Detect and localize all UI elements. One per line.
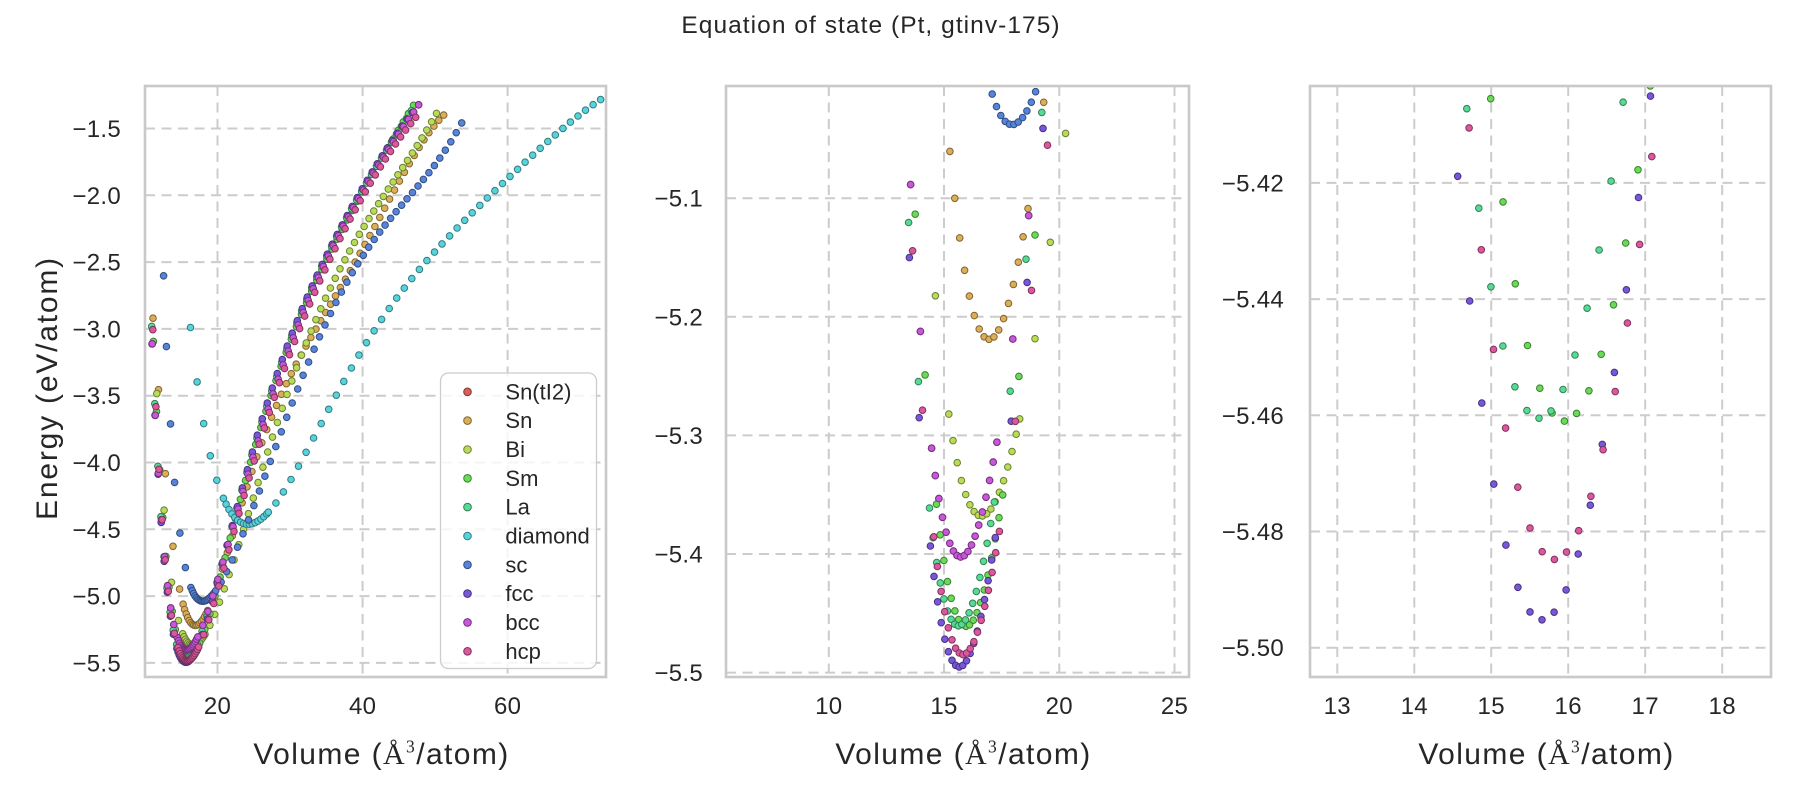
svg-text:−2.0: −2.0 <box>72 183 121 210</box>
svg-text:−5.5: −5.5 <box>654 660 703 687</box>
svg-text:hcp: hcp <box>505 639 540 664</box>
svg-text:25: 25 <box>1161 693 1188 720</box>
svg-text:sc: sc <box>505 552 527 577</box>
svg-text:Volume (Å3/atom): Volume (Å3/atom) <box>1418 737 1674 772</box>
svg-text:20: 20 <box>204 693 231 720</box>
svg-text:−2.5: −2.5 <box>72 250 121 277</box>
svg-text:Equation of state (Pt, gtinv-1: Equation of state (Pt, gtinv-175) <box>681 12 1060 39</box>
svg-text:40: 40 <box>349 693 376 720</box>
svg-text:18: 18 <box>1709 693 1736 720</box>
svg-text:−4.0: −4.0 <box>72 450 121 477</box>
svg-text:−3.5: −3.5 <box>72 383 121 410</box>
svg-text:−5.1: −5.1 <box>654 186 703 213</box>
svg-text:−5.42: −5.42 <box>1222 170 1284 197</box>
svg-text:−3.0: −3.0 <box>72 316 121 343</box>
svg-text:Sn(tI2): Sn(tI2) <box>505 379 571 404</box>
svg-text:Volume (Å3/atom): Volume (Å3/atom) <box>835 737 1091 772</box>
svg-text:Sm: Sm <box>505 466 538 491</box>
svg-text:bcc: bcc <box>505 610 539 635</box>
svg-text:Energy (eV/atom): Energy (eV/atom) <box>31 256 64 520</box>
svg-text:−1.5: −1.5 <box>72 116 121 143</box>
svg-text:−5.50: −5.50 <box>1222 635 1284 662</box>
svg-text:−5.2: −5.2 <box>654 304 703 331</box>
svg-text:Bi: Bi <box>505 437 525 462</box>
svg-text:Volume (Å3/atom): Volume (Å3/atom) <box>253 737 509 772</box>
svg-text:−5.0: −5.0 <box>72 584 121 611</box>
svg-text:16: 16 <box>1555 693 1582 720</box>
svg-text:13: 13 <box>1324 693 1351 720</box>
svg-text:diamond: diamond <box>505 524 589 549</box>
svg-text:−5.4: −5.4 <box>654 542 703 569</box>
svg-text:10: 10 <box>815 693 842 720</box>
svg-text:15: 15 <box>1478 693 1505 720</box>
svg-text:−5.3: −5.3 <box>654 423 703 450</box>
svg-text:Sn: Sn <box>505 408 532 433</box>
svg-text:60: 60 <box>494 693 521 720</box>
svg-text:fcc: fcc <box>505 581 533 606</box>
svg-text:14: 14 <box>1401 693 1428 720</box>
svg-text:17: 17 <box>1632 693 1659 720</box>
svg-text:−5.44: −5.44 <box>1222 287 1284 314</box>
svg-text:−5.46: −5.46 <box>1222 403 1284 430</box>
svg-text:15: 15 <box>930 693 957 720</box>
svg-text:−5.48: −5.48 <box>1222 519 1284 546</box>
svg-text:−4.5: −4.5 <box>72 517 121 544</box>
svg-text:−5.5: −5.5 <box>72 650 121 677</box>
svg-text:20: 20 <box>1046 693 1073 720</box>
svg-text:La: La <box>505 495 530 520</box>
